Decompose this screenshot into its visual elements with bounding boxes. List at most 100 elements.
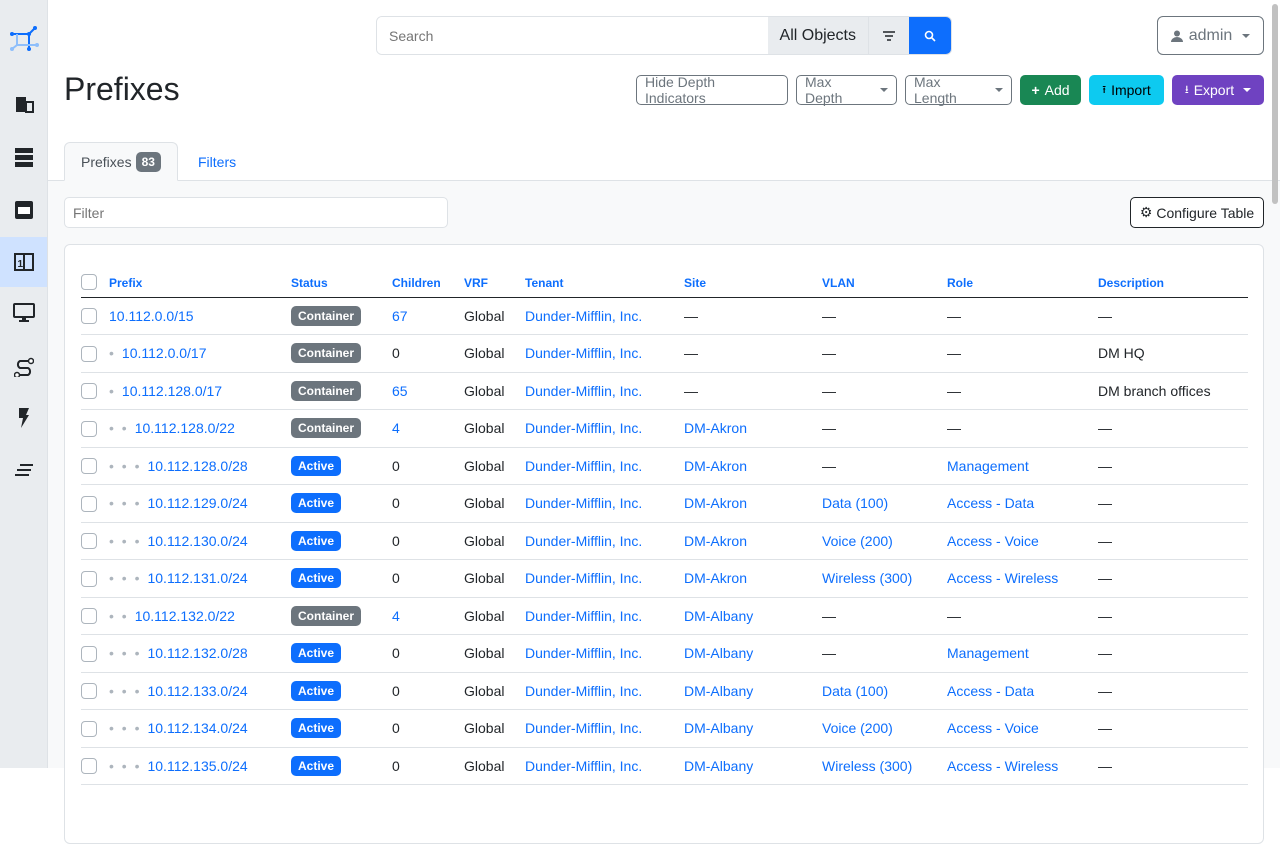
col-role[interactable]: Role	[947, 267, 1098, 298]
role-link[interactable]: Management	[947, 645, 1029, 662]
export-dropdown[interactable]: ⭳ Export	[1172, 75, 1264, 105]
col-tenant[interactable]: Tenant	[525, 267, 684, 298]
row-checkbox[interactable]	[81, 533, 97, 550]
devices-icon[interactable]	[0, 190, 47, 230]
col-vrf[interactable]: VRF	[464, 267, 525, 298]
tenant-link[interactable]: Dunder-Mifflin, Inc.	[525, 457, 643, 474]
tenant-link[interactable]: Dunder-Mifflin, Inc.	[525, 682, 643, 699]
site-link[interactable]: DM-Akron	[684, 457, 748, 474]
prefix-link[interactable]: 10.112.128.0/28	[147, 457, 248, 474]
prefix-link[interactable]: 10.112.129.0/24	[147, 495, 248, 512]
children-count[interactable]: 4	[392, 607, 400, 624]
scrollbar[interactable]	[1272, 4, 1278, 204]
vlan-link[interactable]: Wireless (300)	[822, 570, 913, 587]
user-menu-button[interactable]: admin	[1157, 16, 1264, 55]
role-link[interactable]: Access - Wireless	[947, 570, 1059, 587]
vlan-link[interactable]: Voice (200)	[822, 720, 893, 737]
prefix-link[interactable]: 10.112.128.0/22	[134, 420, 235, 437]
circuits-icon[interactable]	[0, 347, 47, 387]
search-filter-button[interactable]	[869, 17, 909, 54]
col-site[interactable]: Site	[684, 267, 822, 298]
tenant-link[interactable]: Dunder-Mifflin, Inc.	[525, 532, 643, 549]
prefix-link[interactable]: 10.112.130.0/24	[147, 532, 248, 549]
logo-icon[interactable]	[0, 20, 47, 60]
site-link[interactable]: DM-Akron	[684, 570, 748, 587]
import-button[interactable]: ⭱ Import	[1089, 75, 1164, 105]
prefix-link[interactable]: 10.112.135.0/24	[147, 757, 248, 774]
vlan-link[interactable]: Wireless (300)	[822, 757, 913, 774]
vlan-link[interactable]: Voice (200)	[822, 532, 893, 549]
site-link[interactable]: DM-Akron	[684, 532, 748, 549]
configure-table-button[interactable]: ⚙ Configure Table	[1130, 197, 1264, 228]
site-link[interactable]: DM-Albany	[684, 607, 754, 624]
role-link[interactable]: Management	[947, 457, 1029, 474]
role-link[interactable]: Access - Data	[947, 495, 1035, 512]
col-vlan[interactable]: VLAN	[822, 267, 947, 298]
max-depth-dropdown[interactable]: Max Depth	[796, 74, 897, 106]
prefix-link[interactable]: 10.112.132.0/22	[134, 607, 235, 624]
tenant-link[interactable]: Dunder-Mifflin, Inc.	[525, 570, 643, 587]
row-checkbox[interactable]	[81, 458, 97, 475]
row-checkbox[interactable]	[81, 383, 97, 400]
power-icon[interactable]	[0, 398, 47, 438]
other-icon[interactable]	[0, 450, 47, 490]
prefix-link[interactable]: 10.112.133.0/24	[147, 682, 248, 699]
ipam-icon[interactable]: 1	[0, 237, 47, 287]
site-link[interactable]: DM-Albany	[684, 757, 754, 774]
tenant-link[interactable]: Dunder-Mifflin, Inc.	[525, 307, 643, 324]
row-checkbox[interactable]	[81, 608, 97, 625]
tenant-link[interactable]: Dunder-Mifflin, Inc.	[525, 720, 643, 737]
tenant-link[interactable]: Dunder-Mifflin, Inc.	[525, 345, 643, 362]
organization-icon[interactable]	[0, 84, 47, 124]
search-button[interactable]	[909, 17, 951, 54]
prefix-link[interactable]: 10.112.0.0/15	[109, 307, 194, 324]
row-checkbox[interactable]	[81, 683, 97, 700]
tenant-link[interactable]: Dunder-Mifflin, Inc.	[525, 420, 643, 437]
site-link[interactable]: DM-Albany	[684, 682, 754, 699]
role-link[interactable]: Access - Voice	[947, 720, 1039, 737]
row-checkbox[interactable]	[81, 345, 97, 362]
search-scope-select[interactable]: All Objects	[767, 17, 869, 54]
role-link[interactable]: Access - Voice	[947, 532, 1039, 549]
tenant-link[interactable]: Dunder-Mifflin, Inc.	[525, 607, 643, 624]
select-all-checkbox[interactable]	[81, 273, 97, 290]
col-description[interactable]: Description	[1098, 267, 1248, 298]
children-count[interactable]: 4	[392, 420, 400, 437]
tenant-link[interactable]: Dunder-Mifflin, Inc.	[525, 495, 643, 512]
children-count[interactable]: 65	[392, 382, 408, 399]
site-link[interactable]: DM-Albany	[684, 720, 754, 737]
col-prefix[interactable]: Prefix	[109, 267, 291, 298]
row-checkbox[interactable]	[81, 420, 97, 437]
role-link[interactable]: Access - Data	[947, 682, 1035, 699]
site-link[interactable]: DM-Akron	[684, 495, 748, 512]
row-checkbox[interactable]	[81, 308, 97, 325]
site-link[interactable]: DM-Akron	[684, 420, 748, 437]
table-filter-input[interactable]	[64, 197, 448, 228]
tab-prefixes[interactable]: Prefixes 83	[64, 142, 178, 181]
hide-depth-button[interactable]: Hide Depth Indicators	[636, 74, 788, 106]
col-status[interactable]: Status	[291, 267, 392, 298]
row-checkbox[interactable]	[81, 645, 97, 662]
vlan-link[interactable]: Data (100)	[822, 682, 889, 699]
vlan-link[interactable]: Data (100)	[822, 495, 889, 512]
row-checkbox[interactable]	[81, 720, 97, 737]
virtualization-icon[interactable]	[0, 293, 47, 333]
tenant-link[interactable]: Dunder-Mifflin, Inc.	[525, 645, 643, 662]
prefix-link[interactable]: 10.112.131.0/24	[147, 570, 248, 587]
children-count[interactable]: 67	[392, 307, 408, 324]
prefix-link[interactable]: 10.112.128.0/17	[121, 382, 223, 399]
row-checkbox[interactable]	[81, 495, 97, 512]
row-checkbox[interactable]	[81, 570, 97, 587]
tenant-link[interactable]: Dunder-Mifflin, Inc.	[525, 757, 643, 774]
prefix-link[interactable]: 10.112.0.0/17	[121, 345, 207, 362]
col-children[interactable]: Children	[392, 267, 464, 298]
add-button[interactable]: + Add	[1020, 75, 1081, 105]
tab-filters[interactable]: Filters	[198, 153, 237, 170]
row-checkbox[interactable]	[81, 758, 97, 775]
tenant-link[interactable]: Dunder-Mifflin, Inc.	[525, 382, 643, 399]
search-input[interactable]	[377, 17, 768, 54]
prefix-link[interactable]: 10.112.134.0/24	[147, 720, 248, 737]
max-length-dropdown[interactable]: Max Length	[905, 74, 1012, 106]
role-link[interactable]: Access - Wireless	[947, 757, 1059, 774]
racks-icon[interactable]	[0, 137, 47, 177]
